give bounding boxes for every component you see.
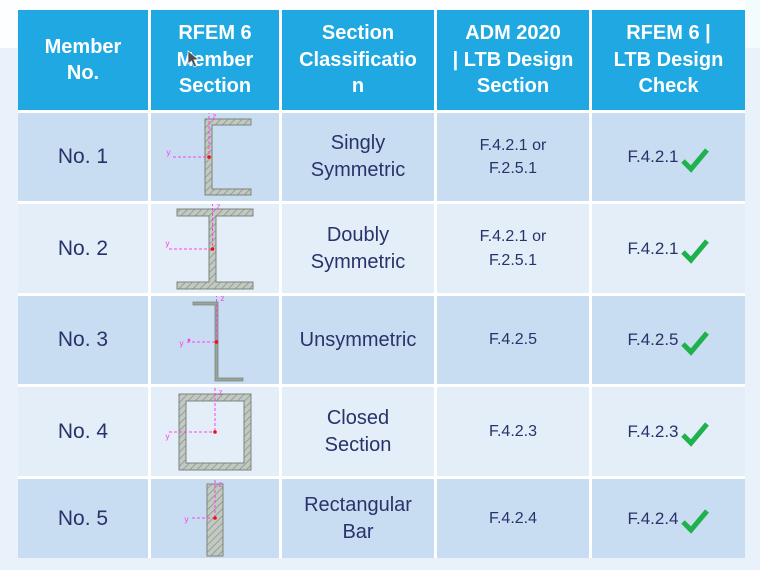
table-row-1-classification: Singly Symmetric	[282, 113, 434, 201]
y-axis-label: y	[166, 148, 171, 157]
z-axis-label: z	[216, 204, 221, 211]
background-corner-left	[0, 0, 18, 48]
ltb-design-comparison-table: Member No. RFEM 6 Member Section Section…	[18, 10, 745, 558]
y-axis-label: y	[179, 339, 184, 348]
table-row-2-classification: Doubly Symmetric	[282, 204, 434, 293]
table-row-1-member-no: No. 1	[18, 113, 148, 201]
table-row-3-section-cell: z y	[151, 296, 279, 384]
y-axis-label: y	[165, 432, 170, 441]
table-row-5-check: F.4.2.4	[592, 479, 745, 558]
y-axis-label: y	[165, 239, 170, 248]
mouse-cursor-icon	[187, 50, 200, 68]
centroid-dot	[213, 429, 217, 434]
i-section-drawing: z y	[165, 204, 254, 289]
background-top-strip	[0, 0, 760, 10]
check-icon	[680, 422, 709, 447]
centroid-dot	[210, 246, 215, 251]
centroid-dot	[213, 515, 217, 520]
centroid-dot	[214, 340, 219, 344]
table-row-3-member-no: No. 3	[18, 296, 148, 384]
check-code: F.4.2.1	[627, 238, 679, 258]
column-header-adm-ltb-design-section: ADM 2020 | LTB Design Section	[437, 10, 589, 110]
table-row-3-check: F.4.2.5	[592, 296, 745, 384]
table-row-3-adm-section: F.4.2.5	[437, 296, 589, 384]
check-code: F.4.2.3	[627, 421, 679, 441]
check-icon	[680, 147, 709, 173]
check-icon	[680, 330, 709, 356]
z-section-drawing: z y	[179, 296, 244, 382]
z-axis-label: z	[220, 296, 225, 303]
table-row-5-section-cell: z y	[151, 479, 279, 558]
table-row-2-check: F.4.2.1	[592, 204, 745, 293]
table-row-2-member-no: No. 2	[18, 204, 148, 293]
table-row-2-adm-section: F.4.2.1 or F.2.5.1	[437, 204, 589, 293]
z-axis-label: z	[218, 388, 223, 397]
check-code: F.4.2.4	[627, 508, 679, 528]
background-corner-right	[745, 0, 760, 48]
table-row-4-adm-section: F.4.2.3	[437, 387, 589, 476]
centroid-dot	[207, 155, 211, 159]
box-section-drawing: z y	[165, 387, 252, 470]
axis-tick-dot	[187, 338, 191, 342]
table-row-3-classification: Unsymmetric	[282, 296, 434, 384]
column-header-rfem-member-section: RFEM 6 Member Section	[151, 10, 279, 110]
check-icon	[680, 239, 709, 264]
check-code: F.4.2.5	[627, 330, 679, 349]
table-row-4-section-cell: z y	[151, 387, 279, 476]
table-row-1-check: F.4.2.1	[592, 113, 745, 201]
table-row-2-section-cell: z y	[151, 204, 279, 293]
y-axis-label: y	[184, 515, 189, 524]
table-row-1-section-cell: z y	[151, 113, 279, 201]
channel-section-drawing: z y	[166, 113, 252, 196]
table-row-5-classification: Rectangular Bar	[282, 479, 434, 558]
table-row-4-member-no: No. 4	[18, 387, 148, 476]
rectangular-bar-drawing: z y	[184, 479, 224, 556]
column-header-member-no: Member No.	[18, 10, 148, 110]
check-code: F.4.2.1	[627, 147, 679, 166]
table-row-5-adm-section: F.4.2.4	[437, 479, 589, 558]
table-row-5-member-no: No. 5	[18, 479, 148, 558]
table-row-4-check: F.4.2.3	[592, 387, 745, 476]
check-icon	[680, 509, 709, 534]
column-header-rfem-ltb-design-check: RFEM 6 | LTB Design Check	[592, 10, 745, 110]
z-axis-label: z	[212, 113, 217, 121]
z-axis-label: z	[218, 480, 223, 489]
table-row-1-adm-section: F.4.2.1 or F.2.5.1	[437, 113, 589, 201]
table-row-4-classification: Closed Section	[282, 387, 434, 476]
column-header-section-classification: Section Classificatio n	[282, 10, 434, 110]
